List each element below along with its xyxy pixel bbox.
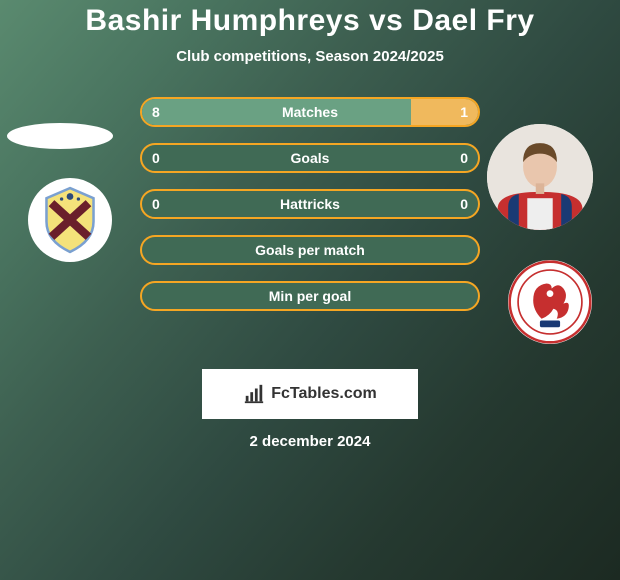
stat-bar-row: Goals per match <box>140 235 480 265</box>
player-left-avatar <box>7 123 113 149</box>
stat-bar-row: Hattricks0 0 <box>140 189 480 219</box>
burnley-crest-icon <box>28 178 112 262</box>
stat-bar-label: Hattricks <box>142 196 478 212</box>
stat-bar-left-value: 8 <box>152 104 160 120</box>
subtitle: Club competitions, Season 2024/2025 <box>0 48 620 65</box>
page-title: Bashir Humphreys vs Dael Fry <box>0 4 620 38</box>
stat-bar-row: Min per goal <box>140 281 480 311</box>
stat-bars: Matches81Goals00Hattricks00Goals per mat… <box>140 97 480 327</box>
club-crest-left <box>28 178 112 262</box>
player-right-avatar <box>487 124 593 230</box>
watermark: FcTables.com <box>202 369 418 419</box>
player-headshot-icon <box>487 124 593 230</box>
stat-bar-right-value: 0 <box>460 150 468 166</box>
stat-bar-left-value: 0 <box>152 150 160 166</box>
stat-bar-label: Min per goal <box>142 288 478 304</box>
stat-bar-label: Goals per match <box>142 242 478 258</box>
bar-chart-icon <box>243 383 265 405</box>
stat-bar-label: Matches <box>142 104 478 120</box>
club-crest-right <box>508 260 592 344</box>
stat-bar-row: Matches8 1 <box>140 97 480 127</box>
stat-bar-right-value: 1 <box>460 104 468 120</box>
middlesbrough-crest-icon <box>508 260 592 344</box>
stat-bar-label: Goals <box>142 150 478 166</box>
date-text: 2 december 2024 <box>0 433 620 450</box>
stat-bar-row: Goals0 0 <box>140 143 480 173</box>
stat-bar-right-value: 0 <box>460 196 468 212</box>
stat-bar-left-value: 0 <box>152 196 160 212</box>
watermark-text: FcTables.com <box>271 385 377 403</box>
